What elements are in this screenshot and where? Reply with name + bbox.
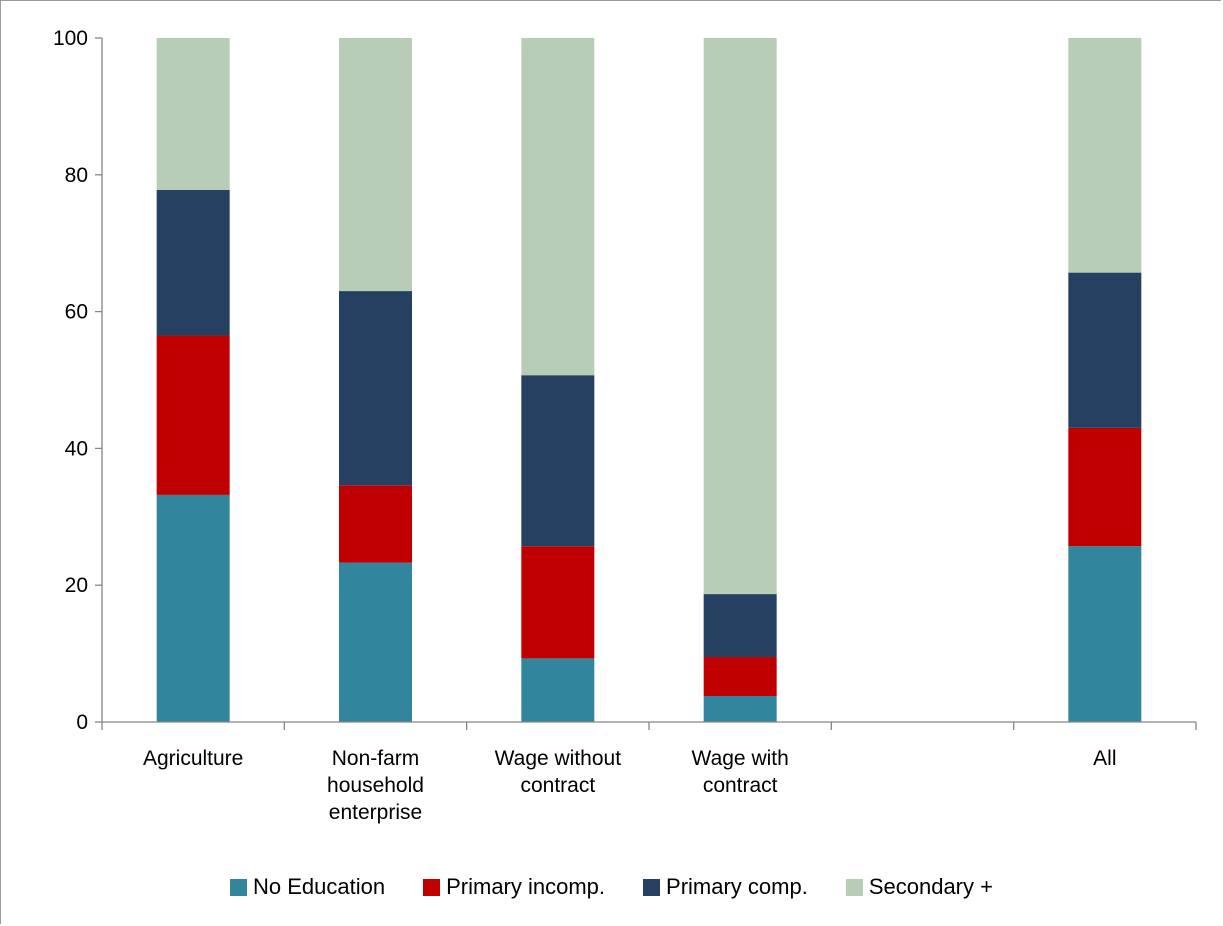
bar-segment-agriculture-primary-comp- — [156, 189, 230, 336]
bar-segment-all-primary-incomp- — [1068, 427, 1142, 547]
legend: No Education Primary incomp. Primary comp.… — [0, 872, 1223, 902]
x-category-label: Wage without contract — [495, 747, 622, 797]
y-tick-label: 80 — [65, 164, 88, 187]
x-category-label: All — [1093, 747, 1116, 770]
y-tick-label: 40 — [65, 437, 88, 460]
bar-segment-wage-with-contract-primary-incomp- — [703, 657, 777, 697]
bar-segment-wage-with-contract-primary-comp- — [703, 594, 777, 658]
bar-segment-all-primary-comp- — [1068, 272, 1142, 428]
legend-item: Primary incomp. — [423, 874, 605, 900]
bars-layer — [156, 38, 1142, 722]
bar-segment-wage-with-contract-secondary- — [703, 38, 777, 595]
y-tick-label: 0 — [76, 711, 88, 734]
bar-segment-wage-without-contract-primary-incomp- — [521, 546, 595, 659]
stacked-bar-chart: 0 20 40 60 80 100 Agriculture Non-farm household… — [53, 27, 1197, 824]
bar-segment-non-farm-household-enterprise-secondary- — [339, 38, 412, 292]
bar-segment-wage-with-contract-no-education — [703, 696, 777, 722]
bar-segment-wage-without-contract-primary-comp- — [521, 375, 595, 547]
bar-segment-all-no-education — [1068, 546, 1142, 722]
y-tick-label: 100 — [53, 27, 88, 50]
legend-item: Secondary + — [845, 874, 993, 900]
labels-layer: 0 20 40 60 80 100 Agriculture Non-farm household… — [53, 27, 1117, 824]
x-category-label: Wage with contract — [692, 747, 789, 797]
legend-item: No Education — [230, 874, 385, 900]
y-tick-label: 60 — [65, 301, 88, 324]
legend-swatch — [230, 878, 248, 896]
y-tick-label: 20 — [65, 574, 88, 597]
axes-layer — [95, 37, 1197, 730]
x-category-label: Non-farm household enterprise — [327, 747, 424, 824]
legend-swatch — [423, 878, 441, 896]
bar-segment-wage-without-contract-secondary- — [521, 38, 595, 376]
bar-segment-non-farm-household-enterprise-primary-comp- — [339, 291, 412, 486]
legend-swatch — [643, 878, 661, 896]
bar-segment-agriculture-secondary- — [156, 38, 230, 190]
legend-swatch — [845, 878, 863, 896]
legend-label: Primary incomp. — [446, 874, 606, 899]
bar-segment-non-farm-household-enterprise-no-education — [339, 562, 412, 722]
bar-segment-all-secondary- — [1068, 38, 1142, 273]
bar-segment-agriculture-no-education — [156, 494, 230, 722]
bar-segment-wage-without-contract-no-education — [521, 658, 595, 722]
legend-label: Secondary + — [868, 874, 993, 899]
legend-label: No Education — [253, 874, 386, 899]
bar-segment-agriculture-primary-incomp- — [156, 335, 230, 495]
legend-label: Primary comp. — [666, 874, 808, 899]
bar-segment-non-farm-household-enterprise-primary-incomp- — [339, 485, 412, 563]
legend-item: Primary comp. — [643, 874, 808, 900]
x-category-label: Agriculture — [143, 747, 243, 770]
